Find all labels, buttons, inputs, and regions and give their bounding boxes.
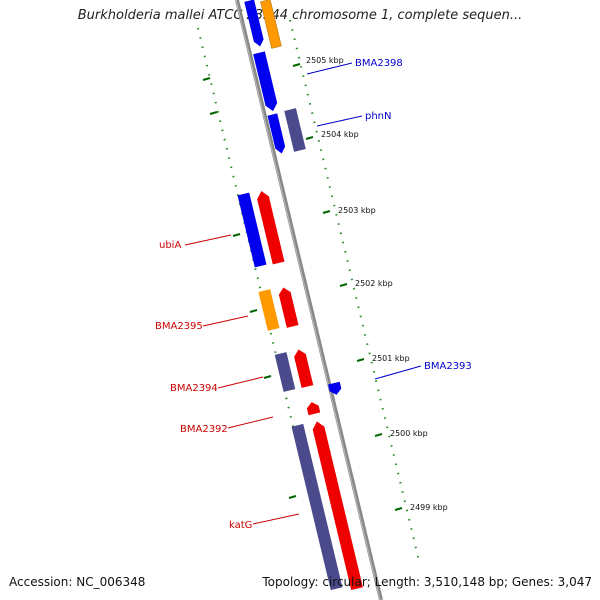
inner-ticks bbox=[202, 77, 297, 499]
tick-mark-2502 bbox=[339, 283, 348, 287]
leader-bma2392 bbox=[227, 416, 274, 429]
tick-mark-2504 bbox=[305, 136, 314, 140]
gene-ubia-blue[interactable] bbox=[237, 192, 267, 268]
tick-mark-2500 bbox=[374, 433, 383, 437]
tick-track-outer bbox=[289, 19, 421, 566]
tick-label-2501: 2501 kbp bbox=[372, 354, 410, 363]
gene-label-bma2394[interactable]: BMA2394 bbox=[170, 383, 218, 394]
leader-ubia bbox=[184, 234, 232, 246]
gene-label-bma2398[interactable]: BMA2398 bbox=[355, 58, 403, 69]
tick-mark-2505 bbox=[292, 63, 301, 67]
gene-label-phnn[interactable]: phnN bbox=[365, 111, 392, 122]
gene-ubia-red[interactable] bbox=[256, 190, 285, 265]
gene-bma2395-orange[interactable] bbox=[258, 289, 280, 331]
gene-label-ubia[interactable]: ubiA bbox=[159, 240, 181, 251]
page-title: Burkholderia mallei ATCC 23344 chromosom… bbox=[77, 8, 523, 23]
tick-mark-2499 bbox=[394, 507, 403, 511]
leader-bma2398 bbox=[306, 62, 353, 75]
accession-label: Accession: NC_006348 bbox=[9, 575, 146, 589]
gene-bma2395-red[interactable] bbox=[277, 286, 299, 328]
gene-blue-top[interactable] bbox=[244, 0, 265, 48]
tick-mark-2501 bbox=[356, 358, 365, 362]
chromosome-backbone-highlight bbox=[235, 0, 381, 600]
tick-label-2503: 2503 kbp bbox=[338, 206, 376, 215]
gene-phnn-arrow[interactable] bbox=[267, 113, 286, 154]
gene-katg-red[interactable] bbox=[311, 420, 363, 591]
gene-orange-top[interactable] bbox=[260, 0, 282, 49]
leader-bma2395 bbox=[202, 315, 249, 327]
tick-label-2504: 2504 kbp bbox=[321, 130, 359, 139]
leader-bma2393 bbox=[374, 365, 422, 380]
gene-bma2392-arrow[interactable] bbox=[306, 401, 321, 416]
gene-labels: BMA2398 phnN ubiA BMA2395 BMA2393 BMA239… bbox=[155, 58, 472, 531]
chromosome-backbone bbox=[235, 0, 383, 600]
gene-bma2394-slate[interactable] bbox=[274, 352, 296, 392]
leader-katg bbox=[252, 513, 300, 525]
gene-katg-slate[interactable] bbox=[291, 423, 343, 591]
topology-label: Topology: circular; Length: 3,510,148 bp… bbox=[262, 575, 592, 589]
gene-track bbox=[237, 0, 363, 591]
leader-bma2394 bbox=[217, 376, 264, 389]
tick-labels: 2505 kbp 2504 kbp 2503 kbp 2502 kbp 2501… bbox=[292, 56, 448, 512]
gene-bma2393-arrow[interactable] bbox=[327, 381, 342, 396]
leader-phnn bbox=[316, 115, 363, 127]
tick-label-2502: 2502 kbp bbox=[355, 279, 393, 288]
gene-slate-1[interactable] bbox=[284, 108, 306, 152]
gene-label-katg[interactable]: katG bbox=[229, 520, 252, 531]
tick-label-2505: 2505 kbp bbox=[306, 56, 344, 65]
tick-label-2500: 2500 kbp bbox=[390, 429, 428, 438]
tick-label-2499: 2499 kbp bbox=[410, 503, 448, 512]
gene-label-bma2395[interactable]: BMA2395 bbox=[155, 321, 203, 332]
tick-mark-2503 bbox=[322, 210, 331, 214]
gene-bma2394-red[interactable] bbox=[293, 348, 314, 388]
gene-bma2398-arrow[interactable] bbox=[253, 51, 279, 112]
gene-label-bma2392[interactable]: BMA2392 bbox=[180, 424, 228, 435]
gene-label-bma2393[interactable]: BMA2393 bbox=[424, 361, 472, 372]
